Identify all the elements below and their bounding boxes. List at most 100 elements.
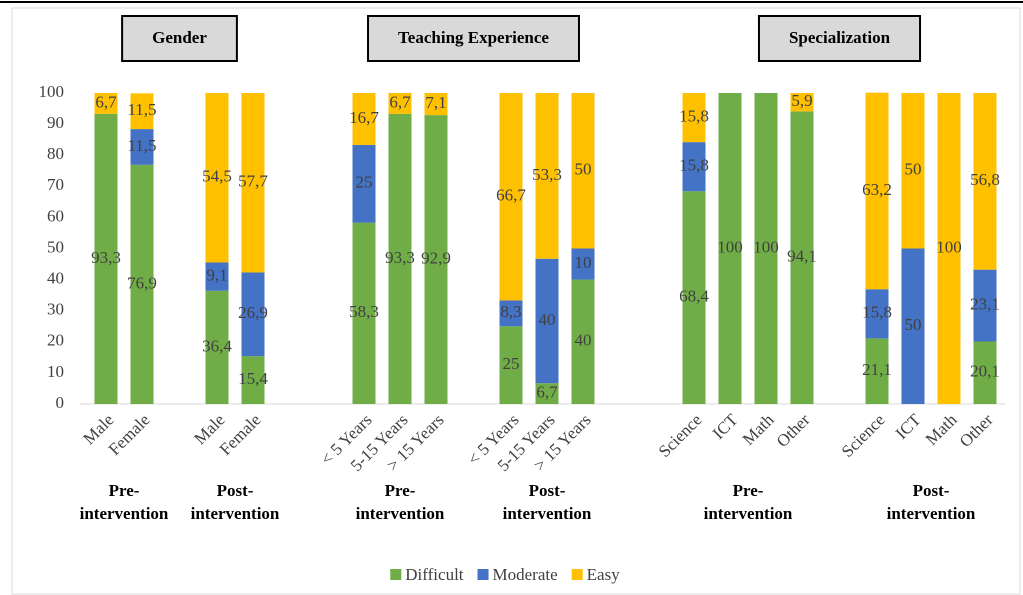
bar-segment [130, 129, 154, 165]
data-label: 50 [905, 315, 922, 334]
data-label: 15,4 [238, 369, 268, 388]
group-label: intervention [503, 504, 592, 523]
x-tick-label: Other [956, 410, 997, 451]
group-label: intervention [356, 504, 445, 523]
bar-segment [682, 93, 706, 143]
x-tick-label: ICT [709, 410, 742, 443]
data-label: 6,7 [389, 92, 411, 111]
bar-segment [535, 258, 559, 384]
x-tick-label: Math [922, 410, 961, 449]
data-label: 6,7 [536, 382, 558, 401]
legend-swatch [571, 569, 583, 580]
bar-segment [424, 115, 448, 405]
data-label: 10 [575, 253, 592, 272]
data-label: 26,9 [238, 303, 268, 322]
y-tick-label: 20 [47, 331, 64, 350]
y-tick-label: 40 [47, 269, 64, 288]
bar-segment [865, 289, 889, 339]
bar-segment [241, 272, 265, 357]
bar-segment [535, 93, 559, 259]
x-tick-label: Other [773, 410, 814, 451]
data-label: 63,2 [862, 180, 892, 199]
panel-title-box [121, 15, 238, 62]
bar-segment [388, 93, 412, 114]
data-label: 20,1 [970, 362, 1000, 381]
bar-segment [424, 93, 448, 116]
bar-segment [352, 93, 376, 145]
data-label: 50 [575, 160, 592, 179]
legend-label: Easy [587, 565, 621, 584]
data-label: 76,9 [127, 273, 157, 292]
bar-segment [499, 93, 523, 301]
bar-segment [718, 93, 742, 404]
data-label: 11,5 [127, 100, 156, 119]
bar-segment [241, 356, 265, 404]
data-label: 58,3 [349, 302, 379, 321]
legend-swatch [477, 569, 489, 580]
panel-title: Specialization [789, 28, 891, 47]
legend-label: Moderate [493, 565, 558, 584]
group-label: intervention [704, 504, 793, 523]
bar-segment [571, 279, 595, 404]
y-tick-label: 100 [39, 82, 65, 101]
data-label: 9,1 [206, 266, 227, 285]
bar-segment [130, 93, 154, 130]
y-tick-label: 0 [56, 393, 65, 412]
data-label: 40 [575, 331, 592, 350]
bar-segment [205, 262, 229, 291]
x-tick-label: Science [655, 410, 706, 461]
data-label: 57,7 [238, 172, 268, 191]
data-label: 8,3 [500, 302, 521, 321]
bar-segment [754, 93, 778, 404]
bar-segment [682, 142, 706, 192]
data-label: 92,9 [421, 248, 451, 267]
data-label: 66,7 [496, 186, 526, 205]
data-label: 54,5 [202, 167, 232, 186]
bar-segment [352, 144, 376, 223]
x-tick-label: Female [105, 410, 154, 459]
panel-title: Teaching Experience [398, 28, 549, 47]
data-label: 15,8 [679, 156, 709, 175]
group-label: intervention [887, 504, 976, 523]
data-label: 56,8 [970, 170, 1000, 189]
data-label: 21,1 [862, 360, 892, 379]
data-label: 16,7 [349, 108, 379, 127]
x-tick-label: ICT [892, 410, 925, 443]
bar-segment [973, 269, 997, 342]
y-tick-label: 60 [47, 206, 64, 225]
bar-segment [571, 93, 595, 249]
bar-segment [901, 93, 925, 249]
group-label: Post- [529, 481, 566, 500]
data-label: 7,1 [425, 93, 446, 112]
data-label: 100 [936, 237, 962, 256]
y-tick-label: 10 [47, 362, 64, 381]
y-tick-label: 80 [47, 144, 64, 163]
bar-segment [205, 93, 229, 263]
bar-segment [790, 93, 814, 112]
bar-segment [571, 248, 595, 280]
x-tick-label: Science [838, 410, 889, 461]
bar-segment [865, 338, 889, 404]
bar-segment [388, 113, 412, 404]
bar-segment [130, 164, 154, 404]
bar-segment [241, 93, 265, 273]
panel-title: Gender [152, 28, 207, 47]
group-label: Post- [217, 481, 254, 500]
group-label: intervention [191, 504, 280, 523]
bar-segment [205, 290, 229, 404]
group-label: Post- [913, 481, 950, 500]
legend-swatch [390, 569, 402, 580]
bar-segment [682, 191, 706, 404]
bar-segment [973, 341, 997, 404]
data-label: 36,4 [202, 336, 232, 355]
data-label: 23,1 [970, 294, 1000, 313]
bar-segment [352, 222, 376, 404]
chart-frame [11, 7, 1021, 595]
group-label: Pre- [733, 481, 764, 500]
data-label: 68,4 [679, 287, 709, 306]
bar-segment [499, 326, 523, 404]
group-label: Pre- [385, 481, 416, 500]
data-label: 53,3 [532, 165, 562, 184]
bar-segment [499, 300, 523, 327]
data-label: 100 [717, 237, 743, 256]
